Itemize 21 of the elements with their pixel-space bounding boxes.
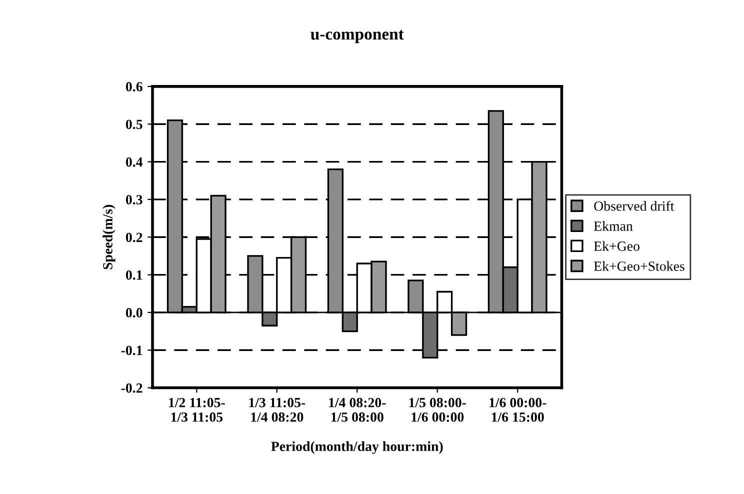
x-tick-label: 1/5 08:00- 1/6 00:00 [409,398,466,422]
legend-label: Ek+Geo+Stokes [594,261,684,271]
legend-label: Ek+Geo [594,241,640,251]
y-axis-title: Speed(m/s) [102,204,116,270]
y-tick-label: -0.2 [121,383,142,393]
y-tick-label: 0.1 [126,270,142,280]
y-tick-label: 0.5 [126,120,142,130]
y-tick-label: 0.0 [126,308,142,318]
x-tick-label: 1/6 00:00- 1/6 15:00 [490,398,546,422]
x-tick-label: 1/4 08:20- 1/5 08:00 [329,398,386,422]
x-axis-title: Period(month/day hour:min) [271,441,443,454]
y-tick-label: -0.1 [121,346,142,356]
y-tick-label: 0.3 [126,195,142,204]
y-tick-label: 0.4 [126,157,143,167]
x-tick-label: 1/3 11:05- 1/4 08:20 [249,398,306,422]
y-tick-label: 0.2 [126,232,142,242]
legend-label: Observed drift [594,200,674,211]
x-tick-label: 1/2 11:05- 1/3 11:05 [169,398,225,422]
chart-title: u-component [310,30,404,44]
y-tick-label: 0.6 [126,82,142,92]
legend-label: Ekman [594,221,633,231]
